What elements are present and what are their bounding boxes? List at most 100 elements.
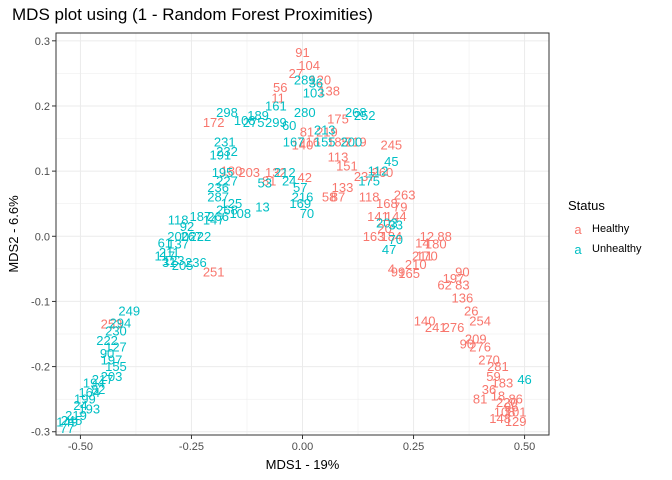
point-label-healthy: 59 bbox=[486, 369, 500, 384]
point-label-healthy: 36 bbox=[482, 382, 496, 397]
point-label-unhealthy: 45 bbox=[384, 154, 398, 169]
point-label-healthy: 118 bbox=[359, 190, 380, 205]
point-label-healthy: 11 bbox=[271, 91, 285, 106]
point-label-unhealthy: 268 bbox=[216, 203, 238, 218]
point-label-unhealthy: 213 bbox=[314, 123, 336, 138]
point-label-healthy: 104 bbox=[298, 58, 320, 73]
point-label-unhealthy: 36 bbox=[309, 76, 323, 91]
point-label-unhealthy: 155 bbox=[105, 359, 127, 374]
y-tick-label: -0.1 bbox=[31, 296, 50, 308]
point-label-unhealthy: 57 bbox=[293, 180, 307, 195]
point-label-unhealthy: 112 bbox=[368, 164, 389, 179]
x-tick-label: 0.00 bbox=[292, 441, 313, 453]
point-label-healthy: 99 bbox=[391, 265, 405, 280]
legend-item-healthy: a Healthy bbox=[568, 219, 642, 239]
point-label-healthy: 251 bbox=[203, 265, 225, 280]
point-label-healthy: 58 bbox=[322, 190, 336, 205]
point-label-unhealthy: 70 bbox=[389, 232, 403, 247]
point-label-healthy: 172 bbox=[203, 115, 225, 130]
point-label-healthy: 141 bbox=[367, 209, 389, 224]
point-label-healthy: 18 bbox=[491, 388, 505, 403]
point-label-healthy: 263 bbox=[394, 188, 416, 203]
point-label-unhealthy: 46 bbox=[517, 372, 531, 387]
point-label-healthy: 132 bbox=[265, 165, 287, 180]
point-label-healthy: 175 bbox=[327, 112, 349, 127]
point-label-healthy: 81 bbox=[262, 173, 276, 188]
point-label-unhealthy: 230 bbox=[105, 323, 127, 338]
point-label-healthy: 133 bbox=[332, 180, 354, 195]
point-label-unhealthy: 252 bbox=[354, 108, 376, 123]
point-label-unhealthy: 197 bbox=[101, 353, 123, 368]
x-tick-label: -0.25 bbox=[179, 441, 204, 453]
point-label-unhealthy: 222 bbox=[96, 333, 118, 348]
point-label-unhealthy: 164 bbox=[78, 385, 100, 400]
y-axis-title: MDS2 - 6.6% bbox=[6, 195, 21, 273]
point-label-unhealthy: 217 bbox=[92, 372, 114, 387]
point-label-healthy: 183 bbox=[492, 375, 514, 390]
legend-label-healthy: Healthy bbox=[592, 223, 630, 235]
point-label-unhealthy: 216 bbox=[292, 190, 314, 205]
point-label-unhealthy: 53 bbox=[258, 175, 272, 190]
point-label-unhealthy: 195 bbox=[212, 165, 234, 180]
y-tick-label: -0.2 bbox=[31, 362, 50, 374]
point-label-healthy: 245 bbox=[380, 138, 402, 153]
x-axis-ticks: -0.50 -0.25 0.00 0.25 0.50 bbox=[68, 435, 535, 453]
point-label-healthy: 219 bbox=[316, 125, 338, 140]
point-label-unhealthy: 70 bbox=[300, 206, 314, 221]
point-label-unhealthy: 227 bbox=[216, 173, 238, 188]
point-label-unhealthy: 82 bbox=[91, 382, 105, 397]
x-tick-label: -0.50 bbox=[68, 441, 93, 453]
point-label-healthy: 26 bbox=[464, 304, 478, 319]
legend-item-unhealthy: a Unhealthy bbox=[568, 239, 642, 259]
point-label-unhealthy: 155 bbox=[314, 134, 336, 149]
x-tick-label: 0.25 bbox=[403, 441, 424, 453]
point-label-healthy: 87 bbox=[331, 190, 345, 205]
point-label-unhealthy: 211 bbox=[159, 245, 180, 260]
point-label-unhealthy: 199 bbox=[74, 392, 96, 407]
point-label-unhealthy: 231 bbox=[214, 134, 236, 149]
point-label-unhealthy: 127 bbox=[105, 340, 127, 355]
point-label-healthy: 203 bbox=[238, 165, 260, 180]
point-label-unhealthy: 194 bbox=[83, 375, 105, 390]
legend-label-unhealthy: Unhealthy bbox=[592, 243, 642, 255]
point-label-healthy: 144 bbox=[385, 209, 407, 224]
point-label-unhealthy: 60 bbox=[282, 118, 296, 133]
point-label-unhealthy: 200 bbox=[341, 134, 363, 149]
point-label-healthy: 216 bbox=[298, 134, 320, 149]
point-label-unhealthy: 203 bbox=[101, 369, 123, 384]
point-label-healthy: 184 bbox=[380, 229, 402, 244]
legend-key-unhealthy: a bbox=[574, 241, 582, 257]
point-label-unhealthy: 13 bbox=[255, 199, 269, 214]
point-label-healthy: 129 bbox=[505, 414, 527, 429]
point-label-unhealthy: 200 bbox=[167, 229, 189, 244]
point-label-healthy: 88 bbox=[437, 229, 451, 244]
point-label-healthy: 180 bbox=[221, 164, 243, 179]
point-label-unhealthy: 47 bbox=[382, 242, 396, 257]
point-label-unhealthy: 245 bbox=[61, 413, 83, 428]
point-label-healthy: 241 bbox=[425, 320, 447, 335]
point-label-healthy: 96 bbox=[504, 399, 518, 414]
point-label-unhealthy: 236 bbox=[185, 255, 207, 270]
point-label-unhealthy: 222 bbox=[189, 229, 211, 244]
point-label-healthy: 108 bbox=[494, 405, 516, 420]
point-label-healthy: 56 bbox=[273, 80, 287, 95]
point-label-unhealthy: 289 bbox=[294, 72, 316, 87]
point-label-healthy: 20 bbox=[377, 221, 391, 236]
point-label-healthy: 120 bbox=[309, 72, 331, 87]
point-label-healthy: 12 bbox=[420, 229, 434, 244]
point-label-unhealthy: 212 bbox=[274, 165, 296, 180]
point-label-unhealthy: 77 bbox=[60, 421, 74, 436]
point-label-healthy: 81 bbox=[300, 125, 314, 140]
point-label-unhealthy: 205 bbox=[172, 258, 194, 273]
point-label-unhealthy: 149 bbox=[56, 414, 78, 429]
point-label-unhealthy: 191 bbox=[209, 147, 231, 162]
point-label-unhealthy: 92 bbox=[180, 219, 194, 234]
point-label-unhealthy: 125 bbox=[221, 196, 243, 211]
point-label-healthy: 14 bbox=[415, 235, 429, 250]
point-label-unhealthy: 147 bbox=[203, 212, 225, 227]
x-axis-title: MDS1 - 19% bbox=[266, 457, 340, 472]
point-label-healthy: 151 bbox=[336, 158, 358, 173]
point-label-healthy: 276 bbox=[469, 340, 491, 355]
point-label-healthy: 170 bbox=[416, 248, 438, 263]
